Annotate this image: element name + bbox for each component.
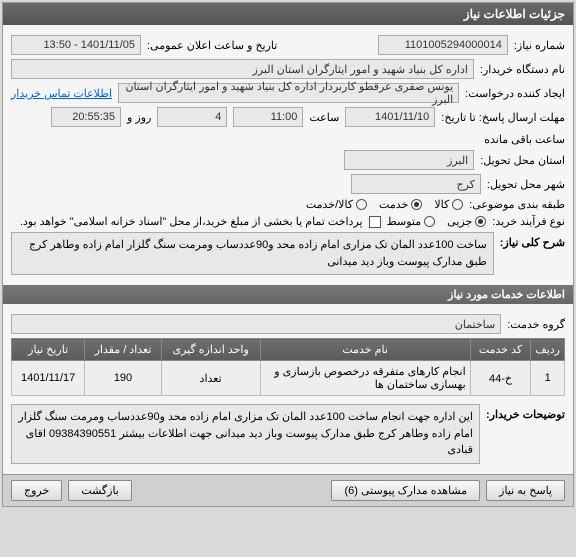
buyer-desc-text: این اداره جهت انجام ساخت 100عدد المان تک… (11, 404, 480, 464)
cell-date: 1401/11/17 (12, 361, 85, 396)
req-number-label: شماره نیاز: (514, 39, 565, 52)
desc-text: ساخت 100عدد المان تک مزاری امام زاده محد… (11, 232, 494, 275)
category-option-both[interactable]: کالا/خدمت (306, 198, 367, 211)
buyer-desc-label: توضیحات خریدار: (486, 404, 565, 421)
radio-icon (475, 216, 486, 227)
province-label: استان محل تحویل: (480, 154, 565, 167)
attachments-button[interactable]: مشاهده مدارک پیوستی (6) (331, 480, 480, 501)
col-qty: تعداد / مقدار (85, 339, 161, 361)
deadline-days: 4 (157, 107, 227, 127)
services-header: اطلاعات خدمات مورد نیاز (3, 285, 573, 304)
city-label: شهر محل تحویل: (487, 178, 565, 191)
radio-icon (424, 216, 435, 227)
days-label: روز و (127, 111, 151, 124)
back-button[interactable]: بازگشت (68, 480, 132, 501)
radio-label: کالا/خدمت (306, 198, 353, 211)
requester-value: یونس صفری عرقطو کاربردار اداره کل بنیاد … (118, 83, 459, 103)
services-body: گروه خدمت: ساختمان ردیف کد خدمت نام خدمت… (3, 304, 573, 474)
need-details-panel: جزئیات اطلاعات نیاز شماره نیاز: 11010052… (2, 2, 574, 507)
panel-header-details: جزئیات اطلاعات نیاز (3, 3, 573, 25)
service-group-label: گروه خدمت: (507, 318, 565, 331)
exit-button[interactable]: خروج (11, 480, 62, 501)
pub-date-label: تاریخ و ساعت اعلان عمومی: (147, 39, 277, 52)
cell-code: خ-44 (470, 361, 531, 396)
req-number-value: 1101005294000014 (378, 35, 508, 55)
radio-label: جزیی (447, 215, 472, 228)
cell-name: انجام کارهای متفرقه درخصوص بازسازی و بهس… (260, 361, 470, 396)
deadline-time-label: ساعت (309, 111, 339, 124)
cell-qty: 190 (85, 361, 161, 396)
radio-icon (356, 199, 367, 210)
radio-icon (411, 199, 422, 210)
treasury-checkbox[interactable] (369, 216, 381, 228)
panel-body-details: شماره نیاز: 1101005294000014 تاریخ و ساع… (3, 25, 573, 285)
radio-label: خدمت (379, 198, 408, 211)
radio-label: کالا (434, 198, 449, 211)
category-radio-group: کالا خدمت کالا/خدمت (306, 198, 463, 211)
table-row: 1 خ-44 انجام کارهای متفرقه درخصوص بازساز… (12, 361, 565, 396)
radio-icon (452, 199, 463, 210)
footer-toolbar: پاسخ به نیاز مشاهده مدارک پیوستی (6) باز… (3, 474, 573, 506)
desc-label: شرح کلی نیاز: (500, 232, 565, 249)
type-option-minor[interactable]: جزیی (447, 215, 486, 228)
deadline-date: 1401/11/10 (345, 107, 435, 127)
requester-label: ایجاد کننده درخواست: (465, 87, 565, 100)
buyer-value: اداره کل بنیاد شهید و امور ایثارگران است… (11, 59, 474, 79)
service-group-value: ساختمان (11, 314, 501, 334)
counter-value: 20:55:35 (51, 107, 121, 127)
col-code: کد خدمت (470, 339, 531, 361)
cell-unit: تعداد (161, 361, 260, 396)
col-rownum: ردیف (531, 339, 565, 361)
province-value: البرز (344, 150, 474, 170)
category-option-goods[interactable]: کالا (434, 198, 463, 211)
counter-label: ساعت باقی مانده (484, 133, 565, 146)
services-table: ردیف کد خدمت نام خدمت واحد اندازه گیری ت… (11, 338, 565, 396)
type-radio-group: جزیی متوسط (387, 215, 487, 228)
deadline-time: 11:00 (233, 107, 303, 127)
pub-date-value: 1401/11/05 - 13:50 (11, 35, 141, 55)
buyer-label: نام دستگاه خریدار: (480, 63, 565, 76)
table-header-row: ردیف کد خدمت نام خدمت واحد اندازه گیری ت… (12, 339, 565, 361)
deadline-label: مهلت ارسال پاسخ: تا تاریخ: (441, 111, 565, 124)
radio-label: متوسط (387, 215, 422, 228)
cell-rownum: 1 (531, 361, 565, 396)
col-date: تاریخ نیاز (12, 339, 85, 361)
treasury-note: پرداخت تمام یا بخشی از مبلغ خرید،از محل … (20, 215, 363, 228)
category-label: طبقه بندی موضوعی: (469, 198, 565, 211)
category-option-service[interactable]: خدمت (379, 198, 422, 211)
type-option-medium[interactable]: متوسط (387, 215, 436, 228)
contact-buyer-link[interactable]: اطلاعات تماس خریدار (11, 87, 112, 100)
type-label: نوع فرآیند خرید: (492, 215, 565, 228)
col-name: نام خدمت (260, 339, 470, 361)
city-value: کرج (351, 174, 481, 194)
respond-button[interactable]: پاسخ به نیاز (486, 480, 565, 501)
col-unit: واحد اندازه گیری (161, 339, 260, 361)
